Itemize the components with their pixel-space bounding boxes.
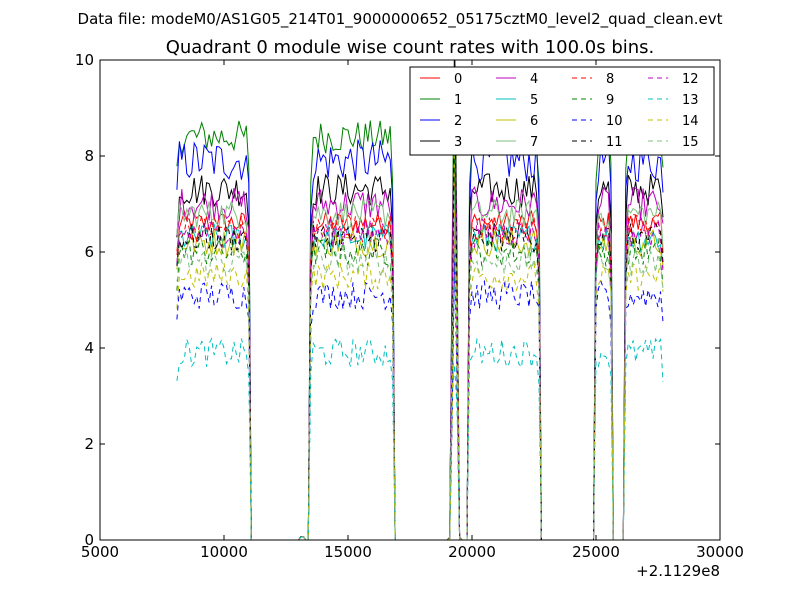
legend-label-11: 11 [606,135,623,150]
legend-label-13: 13 [682,93,699,108]
x-tick-label: 10000 [200,543,248,561]
y-tick-label: 8 [84,147,94,165]
y-tick-label: 6 [84,243,94,261]
chart-title: Quadrant 0 module wise count rates with … [166,37,655,58]
chart-suptitle: Data file: modeM0/AS1G05_214T01_90000006… [78,10,723,29]
legend-label-14: 14 [682,114,699,129]
legend-label-5: 5 [530,93,538,108]
legend-label-12: 12 [682,72,699,87]
y-tick-label: 10 [75,51,94,69]
legend-label-6: 6 [530,114,538,129]
legend-label-15: 15 [682,135,699,150]
legend-label-7: 7 [530,135,538,150]
legend-label-0: 0 [454,72,462,87]
legend-label-2: 2 [454,114,462,129]
y-tick-label: 4 [84,339,94,357]
y-tick-label: 0 [84,531,94,549]
legend-label-9: 9 [606,93,614,108]
y-tick-label: 2 [84,435,94,453]
x-tick-label: 30000 [696,543,744,561]
legend-label-10: 10 [606,114,623,129]
x-tick-label: 5000 [81,543,119,561]
legend-label-3: 3 [454,135,462,150]
legend-label-8: 8 [606,72,614,87]
x-axis-offset-label: +2.1129e8 [636,562,720,580]
legend-label-1: 1 [454,93,462,108]
legend-label-4: 4 [530,72,538,87]
legend-frame [409,66,715,156]
axes-frame [99,59,721,541]
x-axis: 5000 10000 15000 20000 25000 30000 [81,60,744,561]
x-tick-label: 25000 [572,543,620,561]
x-tick-label: 15000 [324,543,372,561]
x-tick-label: 20000 [448,543,496,561]
